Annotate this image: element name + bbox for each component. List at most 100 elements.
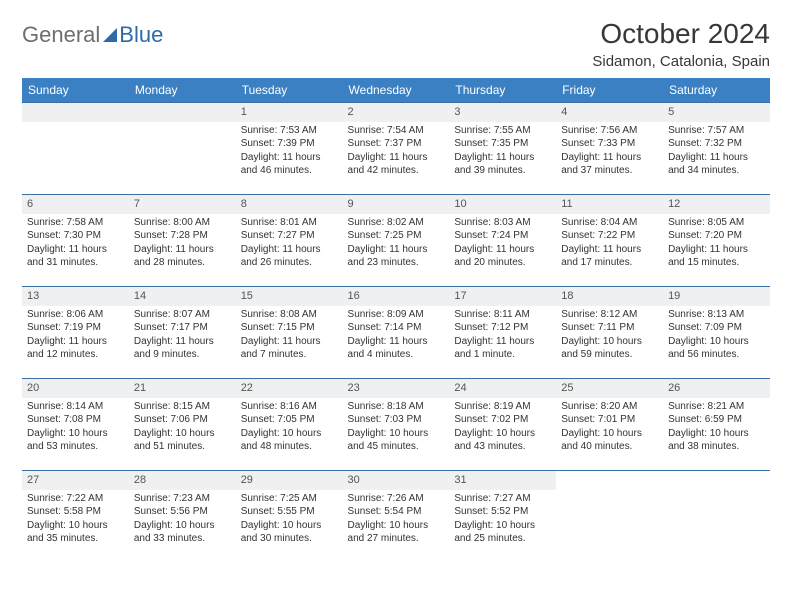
calendar-cell: 23Sunrise: 8:18 AMSunset: 7:03 PMDayligh… (343, 379, 450, 471)
title-block: October 2024 Sidamon, Catalonia, Spain (592, 18, 770, 70)
daylight-text: Daylight: 10 hours (561, 427, 658, 441)
sunrise-text: Sunrise: 7:56 AM (561, 124, 658, 138)
day-details: Sunrise: 8:18 AMSunset: 7:03 PMDaylight:… (343, 398, 450, 458)
day-details: Sunrise: 7:58 AMSunset: 7:30 PMDaylight:… (22, 214, 129, 274)
sunrise-text: Sunrise: 8:21 AM (668, 400, 765, 414)
sunrise-text: Sunrise: 8:02 AM (348, 216, 445, 230)
sunset-text: Sunset: 7:09 PM (668, 321, 765, 335)
day-number: 9 (343, 195, 450, 214)
daylight-text: Daylight: 11 hours (348, 151, 445, 165)
day-number: 30 (343, 471, 450, 490)
day-number: 25 (556, 379, 663, 398)
daylight-text: Daylight: 10 hours (561, 335, 658, 349)
day-number: 20 (22, 379, 129, 398)
sunset-text: Sunset: 7:17 PM (134, 321, 231, 335)
day-number (129, 103, 236, 122)
day-details: Sunrise: 7:54 AMSunset: 7:37 PMDaylight:… (343, 122, 450, 182)
daylight-text: Daylight: 11 hours (241, 243, 338, 257)
calendar-cell: 18Sunrise: 8:12 AMSunset: 7:11 PMDayligh… (556, 287, 663, 379)
sunrise-text: Sunrise: 8:05 AM (668, 216, 765, 230)
calendar-cell: 4Sunrise: 7:56 AMSunset: 7:33 PMDaylight… (556, 103, 663, 195)
day-number: 24 (449, 379, 556, 398)
calendar-cell (22, 103, 129, 195)
day-number: 6 (22, 195, 129, 214)
daylight-text: and 37 minutes. (561, 164, 658, 178)
day-number: 29 (236, 471, 343, 490)
sunset-text: Sunset: 7:33 PM (561, 137, 658, 151)
day-details: Sunrise: 7:53 AMSunset: 7:39 PMDaylight:… (236, 122, 343, 182)
day-details: Sunrise: 8:04 AMSunset: 7:22 PMDaylight:… (556, 214, 663, 274)
daylight-text: Daylight: 11 hours (241, 335, 338, 349)
weekday-header: Friday (556, 78, 663, 103)
day-details: Sunrise: 8:07 AMSunset: 7:17 PMDaylight:… (129, 306, 236, 366)
daylight-text: Daylight: 10 hours (134, 427, 231, 441)
sunrise-text: Sunrise: 8:03 AM (454, 216, 551, 230)
sunset-text: Sunset: 5:58 PM (27, 505, 124, 519)
calendar-cell: 21Sunrise: 8:15 AMSunset: 7:06 PMDayligh… (129, 379, 236, 471)
day-number: 8 (236, 195, 343, 214)
logo: General Blue (22, 18, 163, 48)
day-details: Sunrise: 8:15 AMSunset: 7:06 PMDaylight:… (129, 398, 236, 458)
sunset-text: Sunset: 7:39 PM (241, 137, 338, 151)
day-number (663, 471, 770, 490)
day-details: Sunrise: 7:22 AMSunset: 5:58 PMDaylight:… (22, 490, 129, 550)
daylight-text: and 48 minutes. (241, 440, 338, 454)
sunset-text: Sunset: 7:05 PM (241, 413, 338, 427)
daylight-text: and 35 minutes. (27, 532, 124, 546)
daylight-text: Daylight: 11 hours (561, 243, 658, 257)
calendar-cell: 29Sunrise: 7:25 AMSunset: 5:55 PMDayligh… (236, 471, 343, 563)
weekday-header-row: SundayMondayTuesdayWednesdayThursdayFrid… (22, 78, 770, 103)
calendar-cell (129, 103, 236, 195)
weekday-header: Sunday (22, 78, 129, 103)
day-number: 16 (343, 287, 450, 306)
daylight-text: and 34 minutes. (668, 164, 765, 178)
sunrise-text: Sunrise: 8:09 AM (348, 308, 445, 322)
calendar-week-row: 20Sunrise: 8:14 AMSunset: 7:08 PMDayligh… (22, 379, 770, 471)
calendar-cell: 27Sunrise: 7:22 AMSunset: 5:58 PMDayligh… (22, 471, 129, 563)
calendar-cell: 26Sunrise: 8:21 AMSunset: 6:59 PMDayligh… (663, 379, 770, 471)
daylight-text: Daylight: 10 hours (27, 519, 124, 533)
weekday-header: Wednesday (343, 78, 450, 103)
calendar-week-row: 6Sunrise: 7:58 AMSunset: 7:30 PMDaylight… (22, 195, 770, 287)
daylight-text: and 38 minutes. (668, 440, 765, 454)
day-details: Sunrise: 8:00 AMSunset: 7:28 PMDaylight:… (129, 214, 236, 274)
sunrise-text: Sunrise: 8:15 AM (134, 400, 231, 414)
day-details: Sunrise: 7:26 AMSunset: 5:54 PMDaylight:… (343, 490, 450, 550)
sunset-text: Sunset: 7:20 PM (668, 229, 765, 243)
logo-text-blue: Blue (119, 22, 163, 48)
day-details: Sunrise: 7:27 AMSunset: 5:52 PMDaylight:… (449, 490, 556, 550)
calendar-cell: 31Sunrise: 7:27 AMSunset: 5:52 PMDayligh… (449, 471, 556, 563)
calendar-cell (663, 471, 770, 563)
day-number: 18 (556, 287, 663, 306)
day-number: 4 (556, 103, 663, 122)
sunrise-text: Sunrise: 8:00 AM (134, 216, 231, 230)
daylight-text: and 46 minutes. (241, 164, 338, 178)
calendar-week-row: 27Sunrise: 7:22 AMSunset: 5:58 PMDayligh… (22, 471, 770, 563)
sunset-text: Sunset: 5:54 PM (348, 505, 445, 519)
day-details: Sunrise: 7:25 AMSunset: 5:55 PMDaylight:… (236, 490, 343, 550)
calendar-cell: 15Sunrise: 8:08 AMSunset: 7:15 PMDayligh… (236, 287, 343, 379)
calendar-cell: 20Sunrise: 8:14 AMSunset: 7:08 PMDayligh… (22, 379, 129, 471)
daylight-text: Daylight: 11 hours (348, 243, 445, 257)
calendar-cell: 2Sunrise: 7:54 AMSunset: 7:37 PMDaylight… (343, 103, 450, 195)
daylight-text: Daylight: 10 hours (27, 427, 124, 441)
daylight-text: and 43 minutes. (454, 440, 551, 454)
sunrise-text: Sunrise: 8:19 AM (454, 400, 551, 414)
day-number: 3 (449, 103, 556, 122)
day-number: 7 (129, 195, 236, 214)
sunset-text: Sunset: 7:15 PM (241, 321, 338, 335)
day-number: 1 (236, 103, 343, 122)
daylight-text: and 20 minutes. (454, 256, 551, 270)
daylight-text: Daylight: 11 hours (134, 335, 231, 349)
daylight-text: and 9 minutes. (134, 348, 231, 362)
daylight-text: and 45 minutes. (348, 440, 445, 454)
daylight-text: Daylight: 10 hours (454, 427, 551, 441)
day-details: Sunrise: 8:19 AMSunset: 7:02 PMDaylight:… (449, 398, 556, 458)
sunrise-text: Sunrise: 7:22 AM (27, 492, 124, 506)
sunrise-text: Sunrise: 7:23 AM (134, 492, 231, 506)
calendar-cell: 17Sunrise: 8:11 AMSunset: 7:12 PMDayligh… (449, 287, 556, 379)
sunrise-text: Sunrise: 8:06 AM (27, 308, 124, 322)
day-details: Sunrise: 8:02 AMSunset: 7:25 PMDaylight:… (343, 214, 450, 274)
sunset-text: Sunset: 5:52 PM (454, 505, 551, 519)
sunset-text: Sunset: 7:14 PM (348, 321, 445, 335)
